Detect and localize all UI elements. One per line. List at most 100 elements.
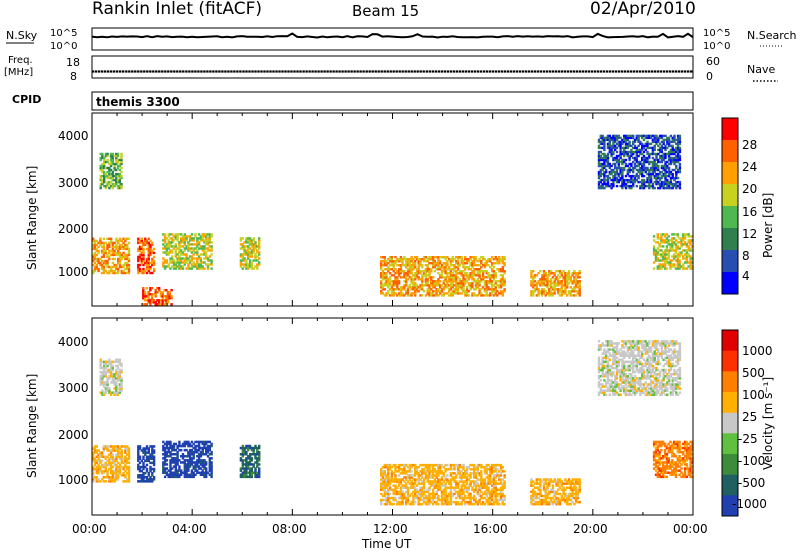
power-cell [92, 255, 95, 259]
power-cell [396, 288, 399, 291]
velocity-cell [124, 457, 127, 460]
velocity-cell [422, 492, 426, 496]
power-cell [599, 168, 602, 172]
velocity-cell [109, 457, 113, 460]
velocity-cell [120, 370, 123, 374]
velocity-cell [108, 370, 111, 374]
velocity-cell [102, 471, 106, 475]
power-cell [205, 237, 208, 240]
velocity-cell [93, 461, 97, 465]
power-cell [406, 260, 410, 263]
power-cell [99, 243, 102, 247]
power-cell [485, 292, 488, 295]
power-cell [437, 278, 440, 281]
power-cell [93, 247, 97, 251]
power-cell [197, 247, 201, 250]
power-cell [174, 245, 177, 248]
velocity-cell [92, 455, 95, 458]
power-cell [145, 265, 149, 269]
power-cell [673, 237, 676, 240]
power-cell [644, 184, 647, 188]
velocity-cell [248, 457, 252, 460]
power-cell [426, 270, 429, 273]
power-cell [122, 245, 125, 249]
power-cell [428, 288, 431, 291]
power-cell [669, 245, 672, 248]
power-cell [396, 270, 399, 273]
power-cell [256, 255, 259, 258]
velocity-cell [142, 451, 145, 454]
power-cell [180, 267, 183, 270]
power-cell [403, 274, 406, 277]
velocity-cell [451, 463, 454, 467]
power-cell [256, 263, 259, 266]
power-cell [390, 286, 394, 289]
velocity-cell [122, 467, 125, 471]
velocity-cell [455, 502, 458, 506]
power-cell [597, 184, 601, 188]
velocity-cell [151, 445, 154, 448]
power-cell [120, 170, 123, 174]
power-cell [203, 261, 206, 264]
power-cell [675, 156, 678, 160]
power-cell [210, 263, 213, 266]
velocity-cell [95, 465, 98, 469]
freq-point [365, 70, 368, 73]
velocity-cell [387, 472, 390, 475]
power-cell [453, 292, 456, 295]
power-cell [104, 249, 107, 253]
power-cell [113, 271, 116, 275]
power-cell [476, 286, 479, 289]
power-cell [170, 289, 173, 292]
power-cell [460, 288, 463, 291]
power-cell [442, 294, 445, 297]
power-cell [642, 144, 646, 148]
velocity-cell [152, 478, 156, 481]
power-cell [254, 243, 257, 246]
power-cell [111, 158, 114, 162]
power-cell [663, 267, 667, 270]
power-cell [180, 245, 183, 248]
power-cell [623, 180, 626, 184]
velocity-cell [102, 447, 106, 450]
power-cell [245, 263, 248, 266]
velocity-cell [394, 490, 397, 494]
power-cell [381, 284, 385, 287]
velocity-cell [439, 482, 442, 485]
power-cell [113, 241, 116, 245]
power-cell [435, 256, 438, 259]
power-cell [464, 290, 467, 293]
power-cell [678, 251, 681, 254]
power-cell [414, 282, 417, 285]
power-cell [426, 258, 429, 261]
velocity-cell [248, 444, 252, 448]
velocity-cell [385, 492, 388, 496]
power-cell [419, 286, 422, 289]
velocity-cell [190, 475, 194, 479]
freq-point [623, 70, 627, 73]
power-cell [680, 253, 683, 256]
power-cell [630, 186, 633, 190]
velocity-cell [196, 471, 199, 474]
velocity-cell [187, 461, 190, 464]
power-cell [494, 280, 497, 283]
power-cell [663, 233, 667, 236]
velocity-cell [120, 385, 123, 388]
power-cell [210, 267, 213, 270]
power-cell [597, 160, 601, 164]
power-cell [102, 269, 106, 273]
freq-point [113, 70, 116, 73]
power-cell [403, 294, 406, 297]
power-cell [394, 278, 397, 281]
velocity-cell [252, 446, 255, 450]
velocity-cell [178, 448, 181, 452]
velocity-cell [403, 476, 406, 479]
power-cell [431, 276, 435, 279]
power-cell [539, 284, 542, 287]
velocity-cell [180, 469, 183, 472]
power-cell [606, 162, 610, 166]
power-cell [183, 261, 186, 264]
velocity-cell [183, 465, 186, 468]
velocity-cell [387, 490, 390, 494]
velocity-cell [433, 480, 436, 483]
